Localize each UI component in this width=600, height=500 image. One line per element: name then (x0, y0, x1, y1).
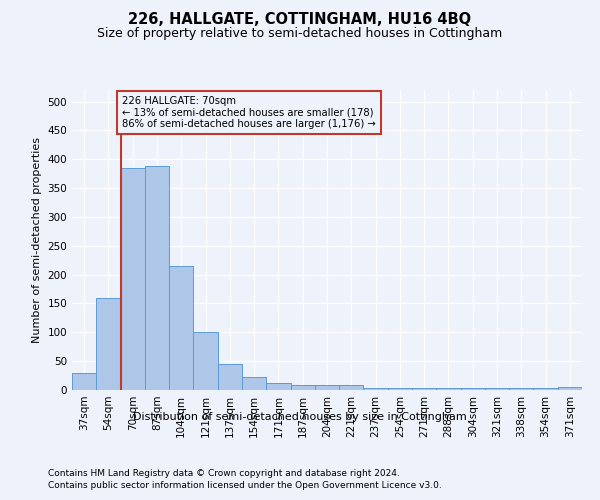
Bar (339, 385, 364, 390)
Bar (193, 332, 218, 390)
Bar (96, 298, 121, 390)
Bar (485, 388, 509, 390)
Bar (412, 388, 436, 390)
Bar (169, 266, 193, 390)
Text: 226, HALLGATE, COTTINGHAM, HU16 4BQ: 226, HALLGATE, COTTINGHAM, HU16 4BQ (128, 12, 472, 28)
Bar (388, 388, 412, 390)
Bar (315, 385, 339, 390)
Y-axis label: Number of semi-detached properties: Number of semi-detached properties (32, 137, 42, 343)
Text: Contains public sector information licensed under the Open Government Licence v3: Contains public sector information licen… (48, 481, 442, 490)
Bar (533, 388, 558, 390)
Text: 226 HALLGATE: 70sqm
← 13% of semi-detached houses are smaller (178)
86% of semi-: 226 HALLGATE: 70sqm ← 13% of semi-detach… (122, 96, 376, 129)
Bar (558, 386, 582, 390)
Bar (364, 388, 388, 390)
Bar (72, 372, 96, 390)
Bar (121, 168, 145, 390)
Text: Contains HM Land Registry data © Crown copyright and database right 2024.: Contains HM Land Registry data © Crown c… (48, 468, 400, 477)
Bar (266, 383, 290, 390)
Bar (509, 388, 533, 390)
Text: Distribution of semi-detached houses by size in Cottingham: Distribution of semi-detached houses by … (133, 412, 467, 422)
Bar (436, 388, 461, 390)
Bar (290, 386, 315, 390)
Bar (461, 388, 485, 390)
Bar (218, 364, 242, 390)
Text: Size of property relative to semi-detached houses in Cottingham: Size of property relative to semi-detach… (97, 28, 503, 40)
Bar (145, 166, 169, 390)
Bar (242, 378, 266, 390)
